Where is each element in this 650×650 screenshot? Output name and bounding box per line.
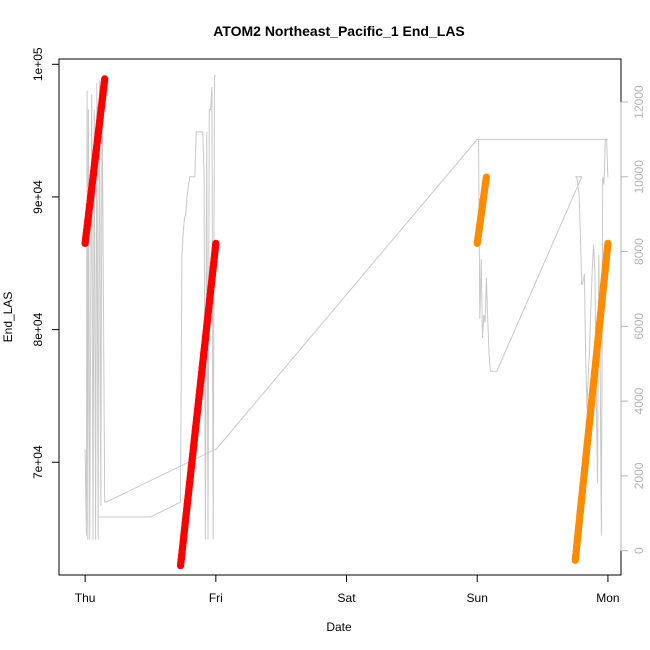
y-left-tick-label: 1e+05 <box>31 47 45 81</box>
grey-trace-line-4 <box>84 79 609 540</box>
series-layer <box>81 75 612 570</box>
y-left-tick-label: 8e+04 <box>31 312 45 346</box>
x-axis: Thu Fri Sat Sun Mon <box>75 574 620 605</box>
data-point <box>212 239 220 247</box>
x-tick-label: Sun <box>467 591 488 605</box>
y-right-tick-label: 0 <box>632 547 646 554</box>
data-point <box>101 75 109 83</box>
y-left-tick-label: 9e+04 <box>31 180 45 214</box>
y-right-tick-label: 4000 <box>632 387 646 414</box>
y-right-tick-label: 8000 <box>632 238 646 265</box>
x-tick-label: Fri <box>209 591 223 605</box>
x-tick-label: Mon <box>596 591 619 605</box>
data-point <box>604 239 612 247</box>
grey-trace-line-5 <box>98 75 216 540</box>
plot-frame <box>58 58 622 576</box>
y-right-tick-label: 6000 <box>632 313 646 340</box>
y-right-tick-label: 2000 <box>632 462 646 489</box>
y-axis-label: End_LAS <box>1 292 15 343</box>
x-tick-label: Sat <box>338 591 357 605</box>
y-right-tick-label: 12000 <box>632 85 646 119</box>
chart-title: ATOM2 Northeast_Pacific_1 End_LAS <box>213 23 465 39</box>
y-axis-right: 0 2000 4000 6000 8000 10000 12000 <box>620 85 646 554</box>
y-left-tick-label: 7e+04 <box>31 445 45 479</box>
y-right-tick-label: 10000 <box>632 160 646 194</box>
x-axis-label: Date <box>326 620 352 634</box>
y-axis-left: 7e+04 8e+04 9e+04 1e+05 <box>31 47 60 479</box>
data-point <box>482 173 490 181</box>
x-tick-label: Thu <box>75 591 96 605</box>
